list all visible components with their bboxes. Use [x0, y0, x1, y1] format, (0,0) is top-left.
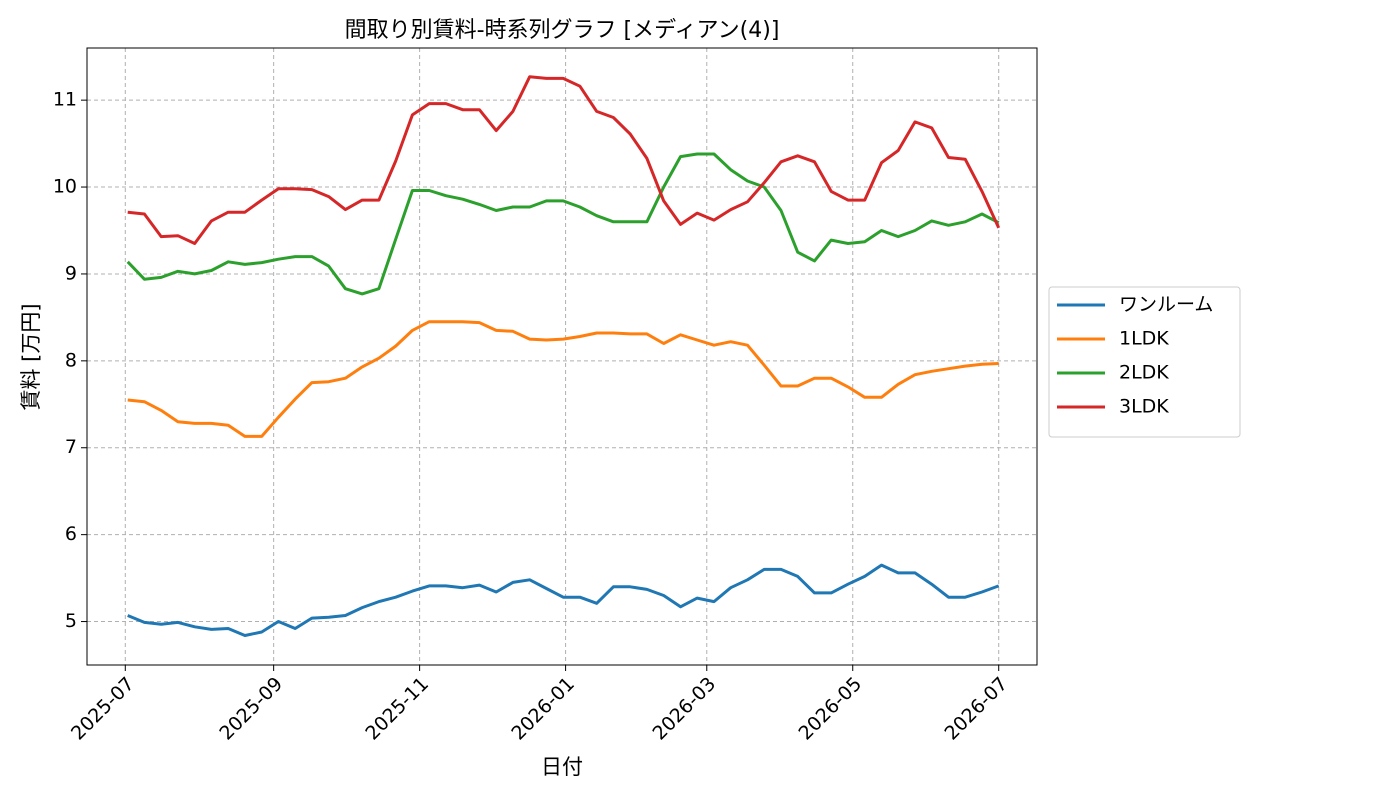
- y-tick-label: 9: [65, 262, 77, 284]
- x-tick-label: 2026-07: [940, 673, 1012, 745]
- series-line: [127, 320, 999, 438]
- y-axis-label: 賃料 [万円]: [19, 303, 43, 410]
- series-line: [127, 75, 1001, 245]
- legend-label: 2LDK: [1119, 362, 1169, 384]
- x-tick-label: 2025-07: [67, 673, 139, 745]
- plot-frame: [86, 47, 1038, 666]
- series-line: [127, 563, 1000, 637]
- legend-box: [1048, 286, 1241, 438]
- legend-label: 1LDK: [1119, 328, 1169, 350]
- y-tick-label: 11: [53, 89, 77, 111]
- x-tick-label: 2026-05: [794, 673, 866, 745]
- y-tick-label: 8: [65, 349, 77, 371]
- x-tick-label: 2025-11: [361, 673, 433, 745]
- x-tick-label: 2025-09: [215, 673, 287, 745]
- x-tick-label: 2026-01: [507, 673, 579, 745]
- y-tick-label: 10: [53, 176, 77, 198]
- chart-title: 間取り別賃料-時系列グラフ [メディアン(4)]: [345, 18, 780, 43]
- legend-label: ワンルーム: [1119, 294, 1213, 316]
- y-tick-label: 5: [65, 610, 77, 632]
- y-tick-label: 7: [65, 436, 77, 458]
- y-tick-label: 6: [65, 523, 77, 545]
- series-line: [126, 152, 1000, 296]
- x-axis-label: 日付: [541, 755, 583, 779]
- legend-label: 3LDK: [1119, 396, 1169, 418]
- x-tick-label: 2026-03: [649, 673, 721, 745]
